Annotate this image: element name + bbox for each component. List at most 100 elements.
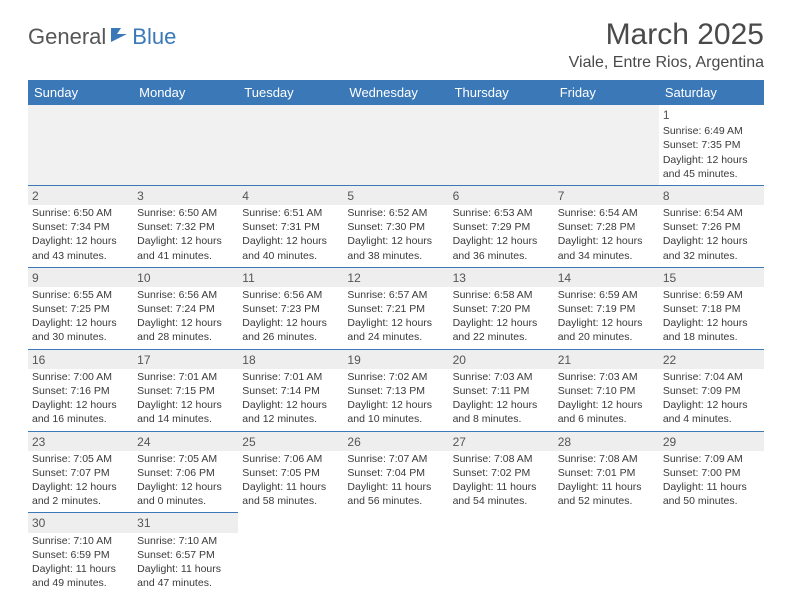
sunset-line: Sunset: 7:28 PM xyxy=(558,220,655,234)
sunrise-line: Sunrise: 6:52 AM xyxy=(347,206,444,220)
day-number: 18 xyxy=(238,350,343,369)
daylight-line: Daylight: 12 hours and 6 minutes. xyxy=(558,398,655,426)
sunrise-line: Sunrise: 7:10 AM xyxy=(32,534,129,548)
sunset-line: Sunset: 6:59 PM xyxy=(32,548,129,562)
calendar-cell: 21Sunrise: 7:03 AMSunset: 7:10 PMDayligh… xyxy=(554,349,659,431)
calendar-cell xyxy=(238,105,343,185)
day-number: 27 xyxy=(449,432,554,451)
sunrise-line: Sunrise: 7:02 AM xyxy=(347,370,444,384)
sunrise-line: Sunrise: 7:09 AM xyxy=(663,452,760,466)
calendar-cell: 17Sunrise: 7:01 AMSunset: 7:15 PMDayligh… xyxy=(133,349,238,431)
daylight-line: Daylight: 12 hours and 26 minutes. xyxy=(242,316,339,344)
daylight-line: Daylight: 11 hours and 56 minutes. xyxy=(347,480,444,508)
daylight-line: Daylight: 12 hours and 40 minutes. xyxy=(242,234,339,262)
sunrise-line: Sunrise: 6:58 AM xyxy=(453,288,550,302)
daylight-line: Daylight: 12 hours and 10 minutes. xyxy=(347,398,444,426)
day-number: 8 xyxy=(659,186,764,205)
sunset-line: Sunset: 7:09 PM xyxy=(663,384,760,398)
calendar-cell: 3Sunrise: 6:50 AMSunset: 7:32 PMDaylight… xyxy=(133,185,238,267)
sunrise-line: Sunrise: 6:59 AM xyxy=(558,288,655,302)
logo: General Blue xyxy=(28,24,176,50)
calendar-cell xyxy=(133,105,238,185)
calendar-cell: 7Sunrise: 6:54 AMSunset: 7:28 PMDaylight… xyxy=(554,185,659,267)
day-number: 17 xyxy=(133,350,238,369)
sunset-line: Sunset: 7:32 PM xyxy=(137,220,234,234)
weekday-header: Sunday xyxy=(28,80,133,105)
logo-blue: Blue xyxy=(132,24,176,50)
sunset-line: Sunset: 7:11 PM xyxy=(453,384,550,398)
daylight-line: Daylight: 12 hours and 36 minutes. xyxy=(453,234,550,262)
day-number: 16 xyxy=(28,350,133,369)
sunrise-line: Sunrise: 7:01 AM xyxy=(242,370,339,384)
calendar-cell: 13Sunrise: 6:58 AMSunset: 7:20 PMDayligh… xyxy=(449,267,554,349)
calendar-row: 2Sunrise: 6:50 AMSunset: 7:34 PMDaylight… xyxy=(28,185,764,267)
calendar-cell: 30 Sunrise: 7:10 AMSunset: 6:59 PMDayligh… xyxy=(28,513,133,594)
daylight-line: Daylight: 12 hours and 16 minutes. xyxy=(32,398,129,426)
sunset-line: Sunset: 7:25 PM xyxy=(32,302,129,316)
weekday-header: Tuesday xyxy=(238,80,343,105)
sunrise-line: Sunrise: 6:57 AM xyxy=(347,288,444,302)
day-number: 12 xyxy=(343,268,448,287)
day-number: 21 xyxy=(554,350,659,369)
daylight-line: Daylight: 12 hours and 34 minutes. xyxy=(558,234,655,262)
day-number: 30 xyxy=(28,513,133,532)
sunrise-line: Sunrise: 7:03 AM xyxy=(453,370,550,384)
day-number: 14 xyxy=(554,268,659,287)
sunset-line: Sunset: 7:14 PM xyxy=(242,384,339,398)
sunrise-line: Sunrise: 7:08 AM xyxy=(558,452,655,466)
flag-icon xyxy=(110,26,130,49)
sunset-line: Sunset: 7:05 PM xyxy=(242,466,339,480)
day-number: 24 xyxy=(133,432,238,451)
day-number: 9 xyxy=(28,268,133,287)
calendar-row: 1Sunrise: 6:49 AMSunset: 7:35 PMDaylight… xyxy=(28,105,764,185)
sunrise-line: Sunrise: 7:10 AM xyxy=(137,534,234,548)
sunset-line: Sunset: 7:15 PM xyxy=(137,384,234,398)
location: Viale, Entre Rios, Argentina xyxy=(569,54,764,72)
calendar-cell xyxy=(554,513,659,594)
sunset-line: Sunset: 7:21 PM xyxy=(347,302,444,316)
daylight-line: Daylight: 12 hours and 8 minutes. xyxy=(453,398,550,426)
sunrise-line: Sunrise: 7:05 AM xyxy=(137,452,234,466)
daylight-line: Daylight: 12 hours and 30 minutes. xyxy=(32,316,129,344)
calendar-cell xyxy=(449,513,554,594)
daylight-line: Daylight: 12 hours and 22 minutes. xyxy=(453,316,550,344)
day-number: 3 xyxy=(133,186,238,205)
sunrise-line: Sunrise: 6:59 AM xyxy=(663,288,760,302)
header: General Blue March 2025 Viale, Entre Rio… xyxy=(28,18,764,72)
sunset-line: Sunset: 7:20 PM xyxy=(453,302,550,316)
sunset-line: Sunset: 7:04 PM xyxy=(347,466,444,480)
sunrise-line: Sunrise: 6:50 AM xyxy=(32,206,129,220)
day-number: 10 xyxy=(133,268,238,287)
day-number: 28 xyxy=(554,432,659,451)
daylight-line: Daylight: 12 hours and 32 minutes. xyxy=(663,234,760,262)
weekday-header: Monday xyxy=(133,80,238,105)
sunset-line: Sunset: 7:30 PM xyxy=(347,220,444,234)
calendar-cell: 22Sunrise: 7:04 AMSunset: 7:09 PMDayligh… xyxy=(659,349,764,431)
sunset-line: Sunset: 7:06 PM xyxy=(137,466,234,480)
daylight-line: Daylight: 12 hours and 41 minutes. xyxy=(137,234,234,262)
sunrise-line: Sunrise: 7:00 AM xyxy=(32,370,129,384)
sunset-line: Sunset: 7:23 PM xyxy=(242,302,339,316)
sunset-line: Sunset: 7:02 PM xyxy=(453,466,550,480)
day-number: 20 xyxy=(449,350,554,369)
month-title: March 2025 xyxy=(569,18,764,52)
daylight-line: Daylight: 11 hours and 54 minutes. xyxy=(453,480,550,508)
daylight-line: Daylight: 12 hours and 14 minutes. xyxy=(137,398,234,426)
calendar-cell xyxy=(28,105,133,185)
calendar-row: 16Sunrise: 7:00 AMSunset: 7:16 PMDayligh… xyxy=(28,349,764,431)
day-number: 23 xyxy=(28,432,133,451)
day-number: 31 xyxy=(133,513,238,532)
daylight-line: Daylight: 12 hours and 0 minutes. xyxy=(137,480,234,508)
sunset-line: Sunset: 7:16 PM xyxy=(32,384,129,398)
calendar-cell xyxy=(343,105,448,185)
sunrise-line: Sunrise: 6:50 AM xyxy=(137,206,234,220)
daylight-line: Daylight: 11 hours and 49 minutes. xyxy=(32,562,129,590)
weekday-header: Wednesday xyxy=(343,80,448,105)
day-number: 29 xyxy=(659,432,764,451)
calendar-cell: 5Sunrise: 6:52 AMSunset: 7:30 PMDaylight… xyxy=(343,185,448,267)
day-number: 22 xyxy=(659,350,764,369)
daylight-line: Daylight: 12 hours and 18 minutes. xyxy=(663,316,760,344)
daylight-line: Daylight: 12 hours and 43 minutes. xyxy=(32,234,129,262)
day-number: 6 xyxy=(449,186,554,205)
sunrise-line: Sunrise: 7:06 AM xyxy=(242,452,339,466)
